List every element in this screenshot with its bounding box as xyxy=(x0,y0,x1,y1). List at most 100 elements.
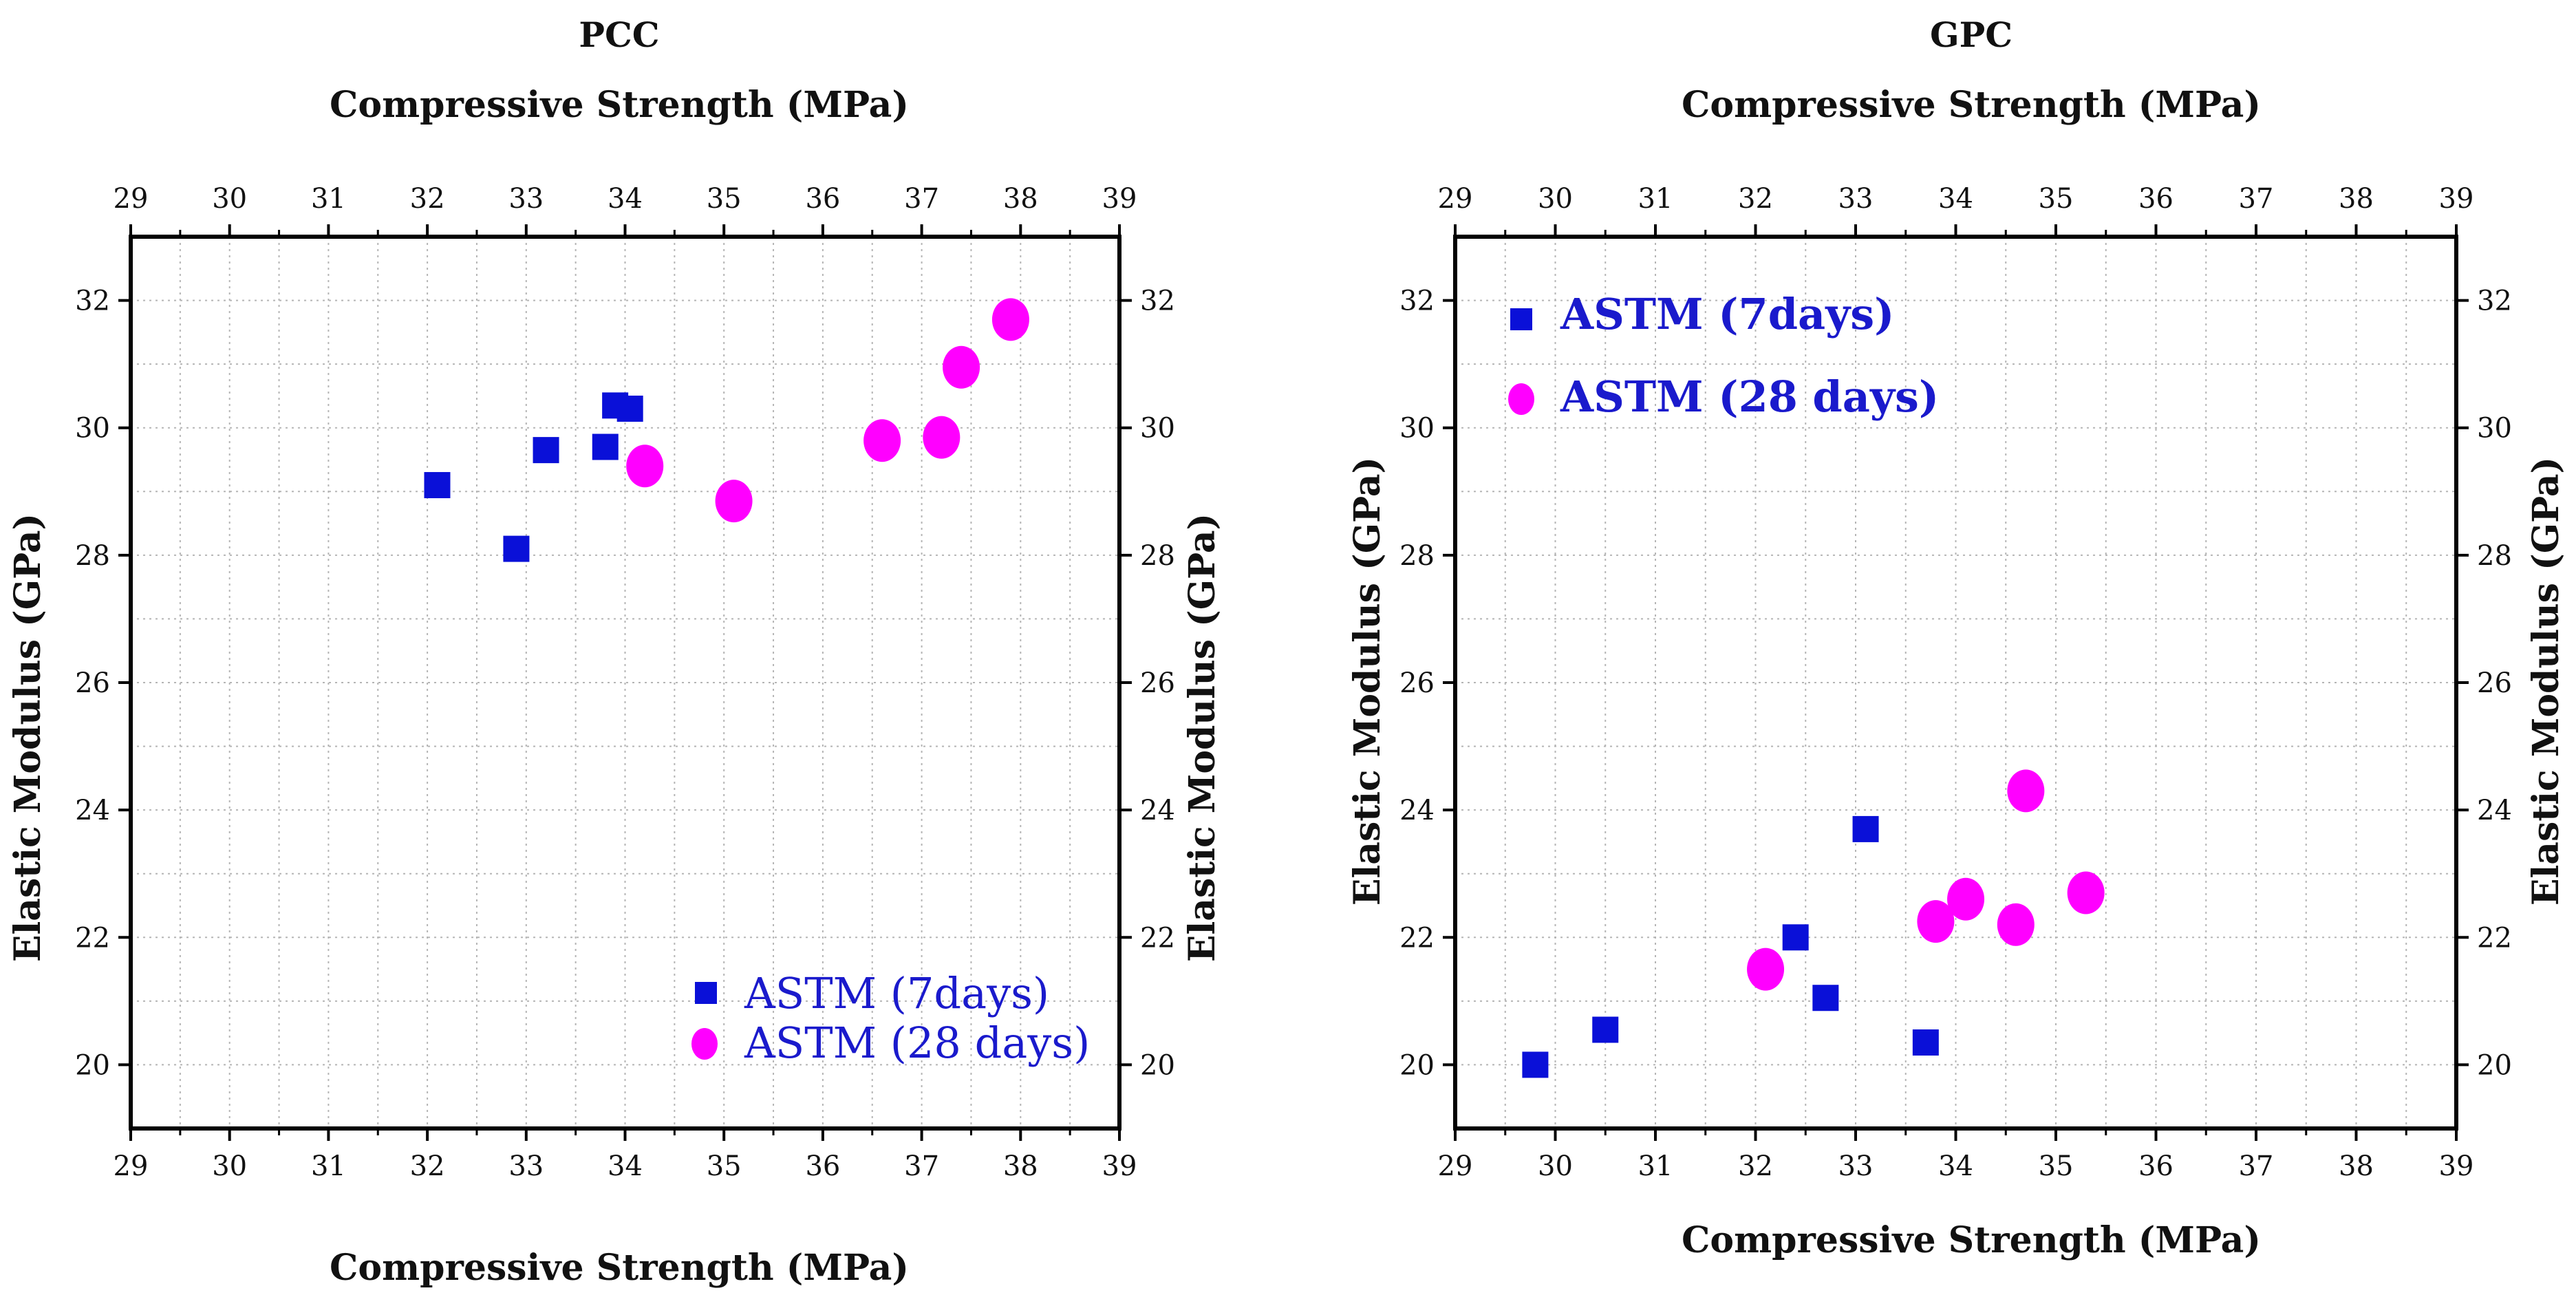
x-tick-label: 36 xyxy=(2138,1150,2174,1182)
x2-tick-label: 29 xyxy=(114,183,149,215)
legend: ASTM (7days) ASTM (28 days) xyxy=(691,968,1090,1068)
data-point-7days xyxy=(424,472,451,499)
x-tick-label: 34 xyxy=(608,1150,643,1182)
x2-tick-label: 35 xyxy=(707,183,742,215)
data-point-28days xyxy=(626,445,664,488)
x2-tick-label: 38 xyxy=(1003,183,1038,215)
x-tick-label: 34 xyxy=(1938,1150,1973,1182)
x-tick-label: 36 xyxy=(805,1150,840,1182)
x-tick-label: 37 xyxy=(2239,1150,2274,1182)
legend-marker-square xyxy=(1510,308,1532,330)
data-point-28days xyxy=(2007,769,2045,813)
x2-tick-label: 35 xyxy=(2039,183,2074,215)
data-point-28days xyxy=(1947,877,1985,921)
data-point-28days xyxy=(943,345,980,389)
chart-title: GPC xyxy=(1930,14,2012,55)
data-point-7days xyxy=(1782,924,1809,951)
x2-tick-label: 37 xyxy=(904,183,939,215)
x2-tick-label: 33 xyxy=(508,183,544,215)
x-tick-label: 38 xyxy=(1003,1150,1038,1182)
x2-tick-label: 32 xyxy=(1738,183,1773,215)
data-point-7days xyxy=(1912,1029,1939,1056)
legend-label-7days: ASTM (7days) xyxy=(744,968,1049,1018)
x2-tick-label: 31 xyxy=(311,183,346,215)
data-point-28days xyxy=(1997,903,2035,946)
y-tick-label: 24 xyxy=(1399,795,1435,826)
y2-tick-label: 20 xyxy=(2477,1049,2512,1081)
chart-gpc: 29 29 30 30 31 31 32 32 33 33 34 34 35 35 36 36 37 37 38 38… xyxy=(1346,14,2567,1261)
x-tick-label: 30 xyxy=(212,1150,247,1182)
x2-tick-label: 38 xyxy=(2339,183,2374,215)
data-point-28days xyxy=(1747,948,1785,991)
data-points xyxy=(424,298,1029,562)
x2-axis-label: Compressive Strength (MPa) xyxy=(330,84,909,126)
y-tick-label: 22 xyxy=(1399,922,1435,954)
y2-tick-label: 24 xyxy=(1140,795,1175,826)
legend-label-7days: ASTM (7days) xyxy=(1560,289,1895,339)
data-point-7days xyxy=(1592,1016,1619,1043)
x2-tick-label: 32 xyxy=(410,183,445,215)
y2-tick-label: 30 xyxy=(1140,413,1175,445)
data-point-28days xyxy=(1917,900,1955,943)
x-tick-label: 29 xyxy=(114,1150,149,1182)
x-tick-label: 29 xyxy=(1438,1150,1473,1182)
data-points xyxy=(1522,769,2105,1078)
y2-tick-label: 28 xyxy=(2477,540,2512,572)
y-tick-label: 28 xyxy=(1399,540,1435,572)
y-tick-label: 30 xyxy=(1399,413,1435,445)
data-point-7days xyxy=(592,434,619,460)
y-tick-label: 22 xyxy=(75,922,110,954)
y2-tick-label: 20 xyxy=(1140,1049,1175,1081)
y-tick-label: 32 xyxy=(1399,286,1435,317)
y-tick-label: 20 xyxy=(1399,1049,1435,1081)
x-tick-label: 33 xyxy=(508,1150,544,1182)
data-point-28days xyxy=(715,480,753,523)
legend: ASTM (7days) ASTM (28 days) xyxy=(1508,289,1939,422)
data-point-28days xyxy=(991,298,1029,341)
y2-tick-label: 22 xyxy=(1140,922,1175,954)
data-point-7days xyxy=(1812,985,1839,1012)
y-tick-label: 24 xyxy=(75,795,110,826)
data-point-7days xyxy=(1852,815,1879,842)
legend-label-28days: ASTM (28 days) xyxy=(1560,372,1939,422)
y-tick-label: 26 xyxy=(75,667,110,699)
y-tick-label: 28 xyxy=(75,540,110,572)
y-axis-label: Elastic Modulus (GPa) xyxy=(1346,457,1388,906)
x-tick-label: 32 xyxy=(410,1150,445,1182)
x2-tick-label: 36 xyxy=(2138,183,2174,215)
x2-tick-label: 36 xyxy=(805,183,840,215)
y2-tick-label: 32 xyxy=(1140,286,1175,317)
x-tick-label: 37 xyxy=(904,1150,939,1182)
chart-pcc: 29 29 30 30 31 31 32 32 33 33 34 34 35 35 36 36 37 37 38 38… xyxy=(7,14,1223,1289)
x2-tick-label: 30 xyxy=(212,183,247,215)
x-tick-label: 33 xyxy=(1838,1150,1874,1182)
x2-tick-label: 37 xyxy=(2239,183,2274,215)
y2-tick-label: 26 xyxy=(1140,667,1175,699)
data-point-7days xyxy=(1522,1051,1549,1078)
data-point-7days xyxy=(503,535,530,562)
legend-label-28days: ASTM (28 days) xyxy=(744,1018,1090,1068)
x2-tick-label: 30 xyxy=(1538,183,1573,215)
x-tick-label: 31 xyxy=(311,1150,346,1182)
legend-marker-square xyxy=(695,982,717,1004)
y2-axis-label: Elastic Modulus (GPa) xyxy=(2525,457,2567,906)
y-tick-label: 32 xyxy=(75,286,110,317)
y2-tick-label: 30 xyxy=(2477,413,2512,445)
x2-tick-label: 33 xyxy=(1838,183,1874,215)
x2-axis-label: Compressive Strength (MPa) xyxy=(1682,84,2261,126)
x2-tick-label: 31 xyxy=(1638,183,1673,215)
grid xyxy=(1455,237,2456,1128)
y2-tick-label: 22 xyxy=(2477,922,2512,954)
data-point-28days xyxy=(863,419,901,462)
x-tick-label: 30 xyxy=(1538,1150,1573,1182)
x2-tick-label: 34 xyxy=(1938,183,1973,215)
data-point-7days xyxy=(616,395,643,422)
x-tick-label: 35 xyxy=(707,1150,742,1182)
y2-tick-label: 32 xyxy=(2477,286,2512,317)
x2-tick-label: 39 xyxy=(1102,183,1137,215)
axes: 29 29 30 30 31 31 32 32 33 33 34 34 35 35 36 36 37 37 38 38… xyxy=(75,183,1175,1182)
y-axis-label: Elastic Modulus (GPa) xyxy=(7,513,49,962)
y2-axis-label: Elastic Modulus (GPa) xyxy=(1181,513,1223,962)
chart-title: PCC xyxy=(579,14,659,55)
y-tick-label: 20 xyxy=(75,1049,110,1081)
